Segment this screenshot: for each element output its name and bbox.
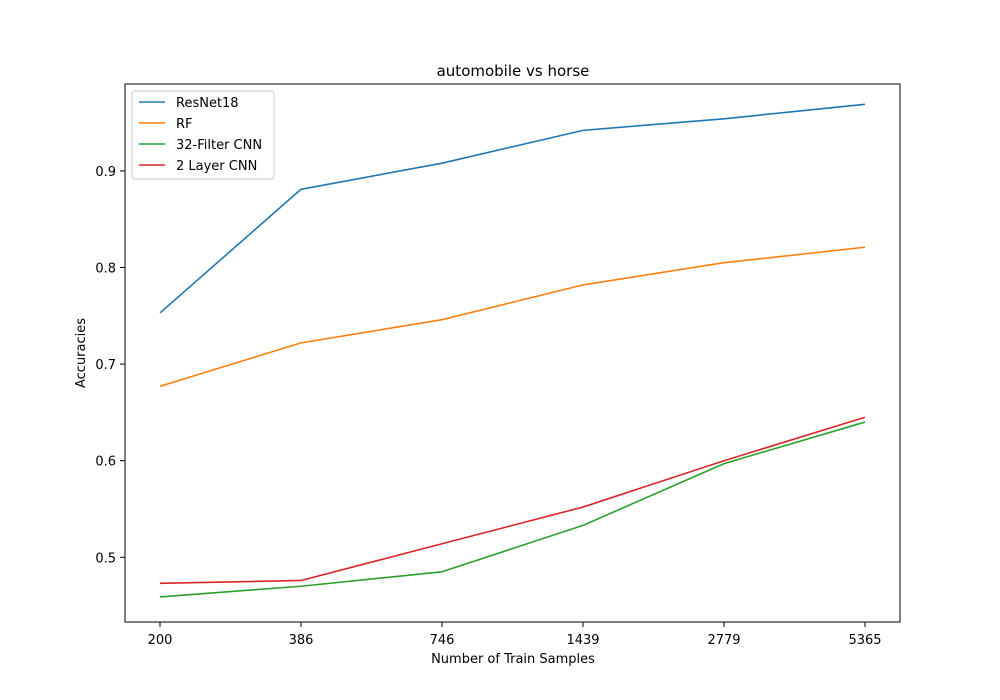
x-tick-label: 2779 <box>707 633 740 648</box>
y-axis-label: Accuracies <box>74 318 89 388</box>
series-line-resnet18 <box>159 103 866 314</box>
x-tick-label: 1439 <box>566 633 599 648</box>
chart-title: automobile vs horse <box>437 62 590 80</box>
x-tick-label: 5365 <box>848 633 881 648</box>
x-tick-label: 386 <box>289 633 314 648</box>
x-tick-label: 746 <box>430 633 455 648</box>
legend-label: 32-Filter CNN <box>176 138 262 153</box>
series-line-rf <box>159 246 866 388</box>
x-axis-label: Number of Train Samples <box>431 652 595 667</box>
series-layer <box>159 103 866 598</box>
series-line-32-filter-cnn <box>159 421 866 598</box>
x-axis: 200 386 746 1439 2779 5365 <box>148 622 882 648</box>
y-tick-label: 0.6 <box>95 455 116 470</box>
legend-label: 2 Layer CNN <box>176 159 257 174</box>
x-tick-label: 200 <box>148 633 173 648</box>
legend-label: RF <box>176 117 193 132</box>
series-line-2-layer-cnn <box>159 416 866 585</box>
y-tick-label: 0.8 <box>95 262 116 277</box>
y-tick-label: 0.7 <box>95 358 116 373</box>
plot-frame <box>124 83 901 623</box>
legend: ResNet18 RF 32-Filter CNN 2 Layer CNN <box>131 90 275 180</box>
y-tick-label: 0.5 <box>95 551 116 566</box>
plot-area <box>124 83 901 623</box>
legend-frame <box>131 90 275 180</box>
legend-label: ResNet18 <box>176 96 239 111</box>
y-axis: 0.5 0.6 0.7 0.8 0.9 <box>95 165 125 566</box>
y-tick-label: 0.9 <box>95 165 116 180</box>
